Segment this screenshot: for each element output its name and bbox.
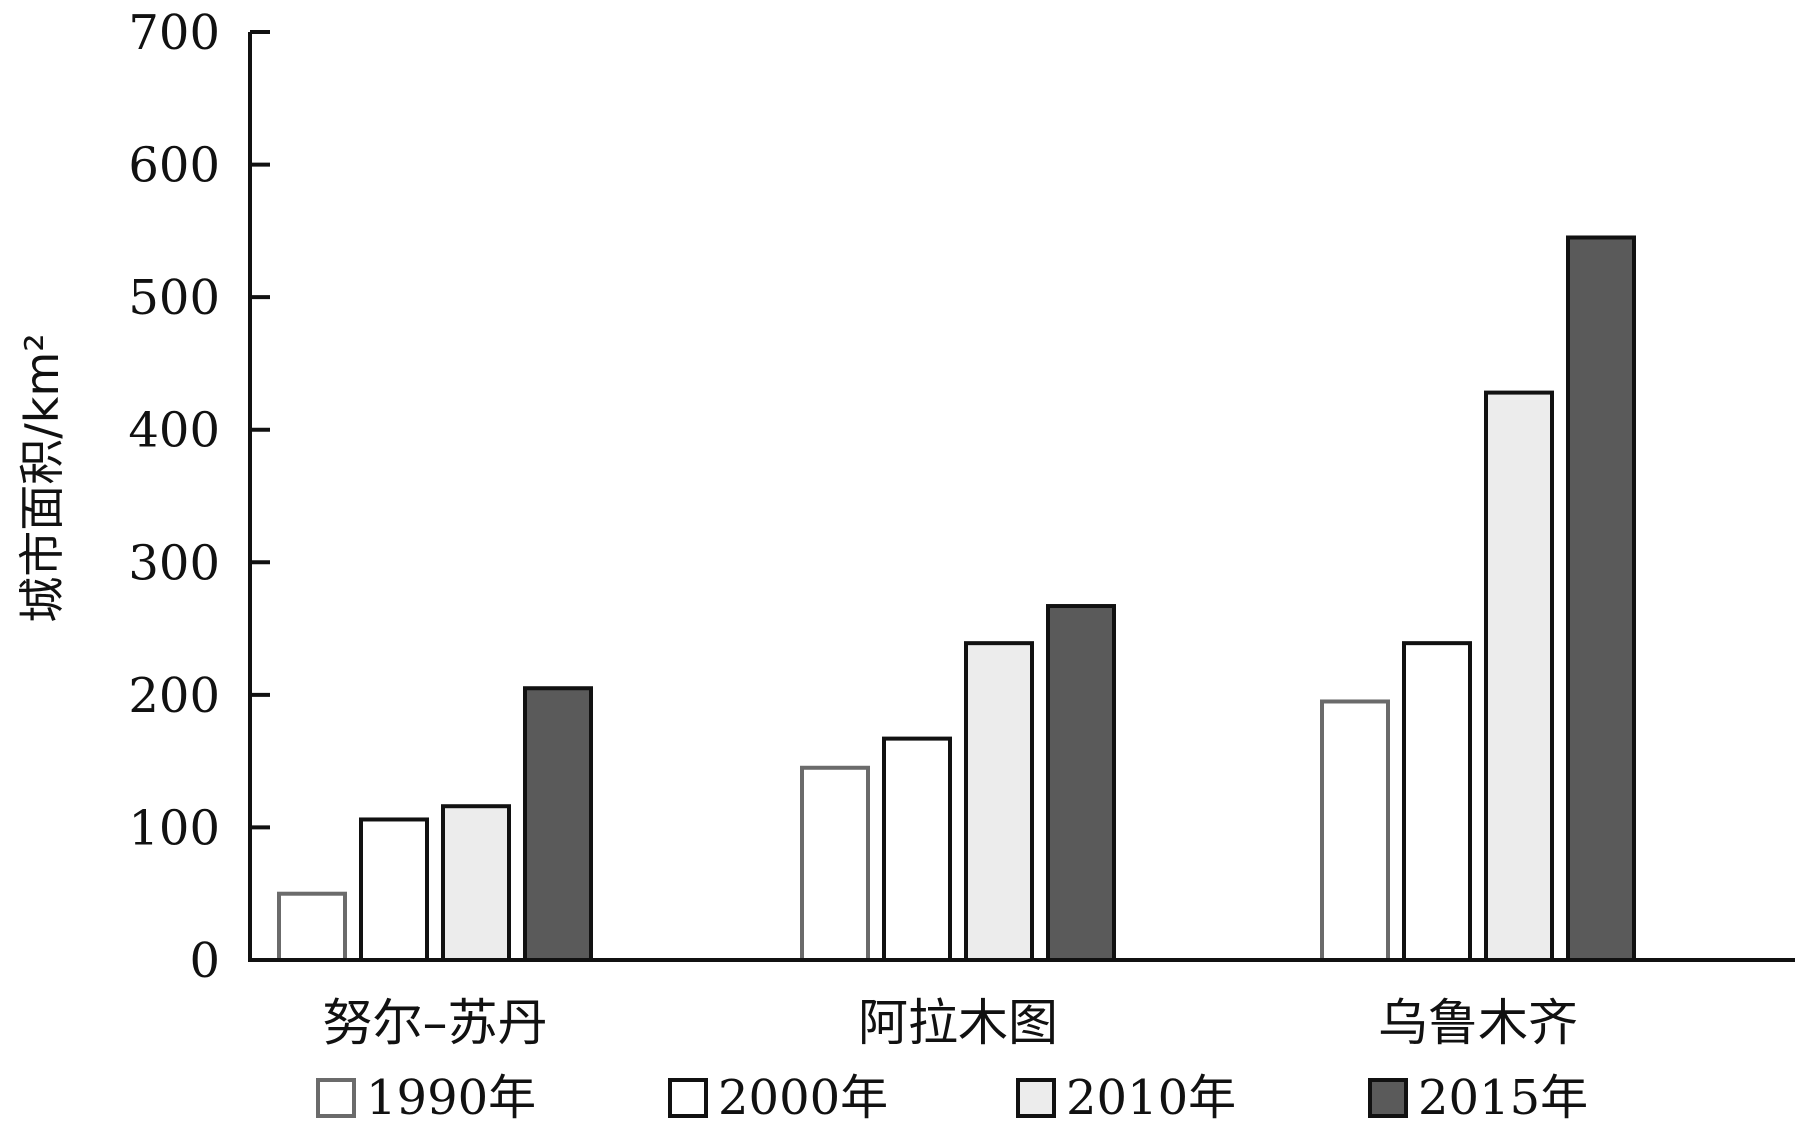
bars-group — [277, 235, 1636, 963]
bar — [1484, 390, 1554, 962]
legend-label: 1990年 — [366, 1070, 536, 1126]
legend-label: 2010年 — [1066, 1070, 1236, 1126]
x-category-label: 乌鲁木齐 — [1378, 994, 1578, 1052]
bar — [800, 765, 870, 962]
bar — [441, 804, 511, 963]
legend-swatch — [316, 1078, 356, 1118]
bar — [1320, 699, 1390, 962]
bar — [523, 686, 593, 962]
x-category-label: 阿拉木图 — [858, 994, 1058, 1052]
y-tick-label: 0 — [189, 933, 220, 989]
y-tick-label: 300 — [128, 535, 220, 591]
legend-label: 2000年 — [718, 1070, 888, 1126]
legend-swatch — [668, 1078, 708, 1118]
bar — [1402, 641, 1472, 962]
legend-swatch — [1016, 1078, 1056, 1118]
axes-group: 0 100 200 300 400 500 600 700 努尔–苏丹 阿拉木图 乌鲁木齐 — [128, 5, 1795, 1052]
bar — [359, 817, 429, 963]
legend-label: 2015年 — [1418, 1070, 1588, 1126]
y-tick-label: 700 — [128, 5, 220, 61]
bar — [277, 891, 347, 963]
y-tick-label: 200 — [128, 668, 220, 724]
y-tick-label: 100 — [128, 800, 220, 856]
bar — [1046, 604, 1116, 963]
bar — [882, 736, 952, 962]
legend: 1990年 2000年 2010年 2015年 — [316, 1070, 1588, 1126]
bar — [1566, 235, 1636, 962]
y-tick-label: 500 — [128, 270, 220, 326]
x-category-label: 努尔–苏丹 — [323, 994, 548, 1052]
y-tick-label: 400 — [128, 403, 220, 459]
y-tick-label: 600 — [128, 138, 220, 194]
y-axis-label: 城市面积/km² — [15, 333, 69, 622]
bar — [964, 641, 1034, 962]
legend-swatch — [1368, 1078, 1408, 1118]
